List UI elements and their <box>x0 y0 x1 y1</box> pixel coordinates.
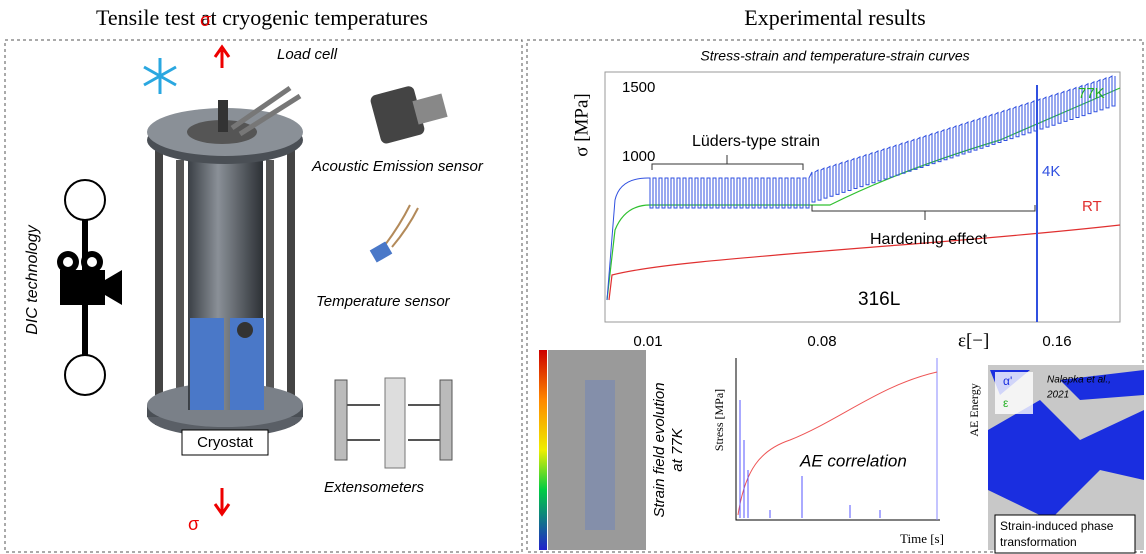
extensometer-icon <box>334 377 453 469</box>
ae-x-label: Time [s] <box>900 531 944 546</box>
micro-caption-box <box>994 514 1136 554</box>
x-tick-label: 0.01 <box>633 333 662 350</box>
reference: Nalepka et al., <box>1047 375 1111 386</box>
micro-caption: Strain-induced phase <box>1000 519 1114 533</box>
cryostat-box <box>181 429 269 456</box>
hardening-label: Hardening effect <box>870 231 988 248</box>
micro-y-label: AE Energy <box>967 383 981 436</box>
curve-rt-label: RT <box>1082 198 1102 215</box>
left-title: Tensile test at cryogenic temperatures <box>96 5 428 30</box>
y-axis-label: σ [MPa] <box>571 93 592 157</box>
curve-4k-label: 4K <box>1042 163 1060 180</box>
left-panel <box>4 39 523 553</box>
temperature-sensor-label: Temperature sensor <box>316 293 451 310</box>
phase-e-label: ε <box>1003 396 1009 410</box>
arrow-up <box>213 44 231 68</box>
x-tick-label: 0.08 <box>807 333 836 350</box>
x-axis-label: ε[−] <box>958 330 989 351</box>
right-title: Experimental results <box>744 5 925 30</box>
temperature-sensor-icon <box>369 204 419 263</box>
micro-caption: transformation <box>1000 535 1077 549</box>
curves-title: Stress-strain and temperature-strain cur… <box>700 48 969 64</box>
load-cell-label: Load cell <box>277 46 338 63</box>
curve <box>606 87 1121 301</box>
sigma-bottom: σ <box>188 514 199 534</box>
right-panel <box>526 39 1144 553</box>
ae-plot <box>735 358 940 521</box>
curves-plot <box>604 71 1121 323</box>
phase-a-label: α' <box>1003 374 1012 388</box>
dic-label: DIC technology <box>24 224 41 334</box>
strain-field-caption: at 77K <box>669 427 686 471</box>
cryostat-drawing <box>147 85 303 437</box>
curve-77k-label: 77K <box>1078 85 1105 102</box>
x-tick-label: 0.16 <box>1042 333 1071 350</box>
curve <box>608 224 1121 301</box>
ae-y-label: Stress [MPa] <box>712 389 726 451</box>
ae-sensor-icon <box>370 86 448 144</box>
colorbar <box>539 350 547 550</box>
curve <box>606 75 1116 301</box>
arrow-down <box>213 488 231 517</box>
ae-sensor-label: Acoustic Emission sensor <box>311 158 484 175</box>
strain-field-caption: Strain field evolution <box>651 382 668 517</box>
dic-icon <box>57 179 122 396</box>
material-label: 316L <box>858 289 900 310</box>
snowflake <box>143 58 177 94</box>
sigma-top: σ <box>200 10 211 30</box>
ae-annotation: AE correlation <box>799 451 907 470</box>
extensometers-label: Extensometers <box>324 479 425 496</box>
luders-label: Lüders-type strain <box>692 133 820 150</box>
reference: 2021 <box>1046 390 1069 401</box>
y-tick-label: 1000 <box>622 148 655 165</box>
y-tick-label: 1500 <box>622 79 655 96</box>
cryostat-label: Cryostat <box>197 434 254 451</box>
